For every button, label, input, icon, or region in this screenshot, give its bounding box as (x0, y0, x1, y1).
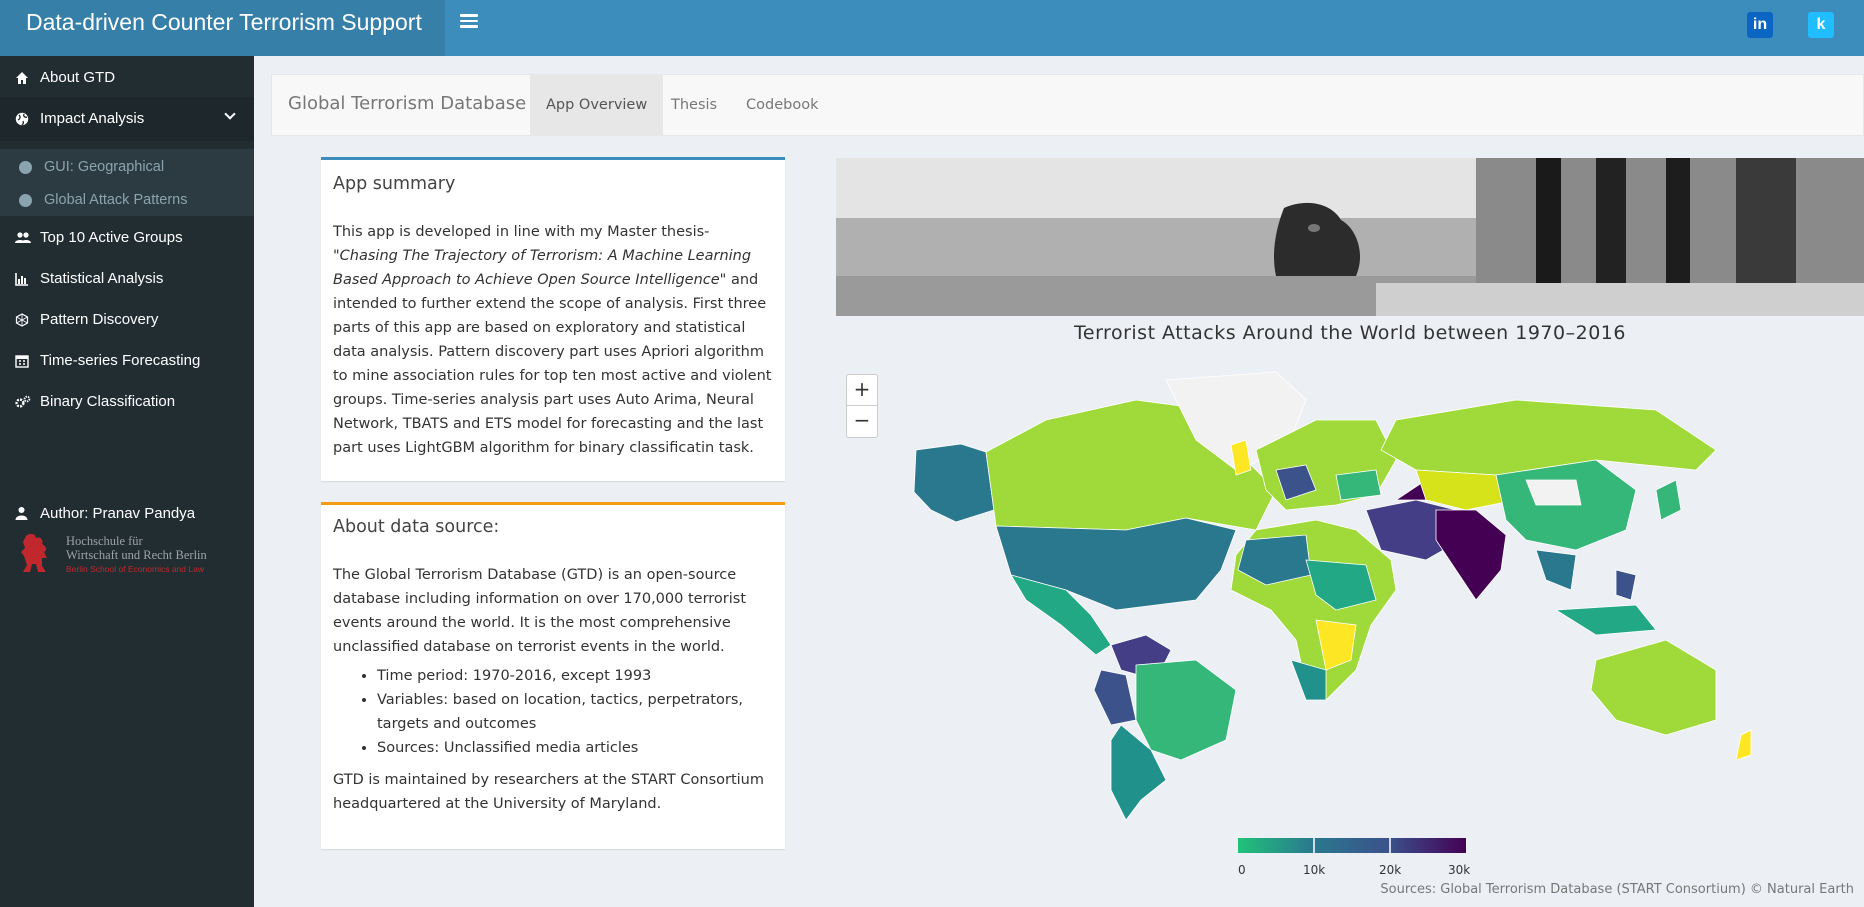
thesis-title: "Chasing The Trajectory of Terrorism: A … (333, 248, 752, 288)
logo-line1: Hochschule für (66, 534, 143, 548)
zoom-out-button[interactable]: − (853, 408, 871, 432)
sidebar-item-label: Binary Classification (40, 393, 176, 410)
author-label: Author: Pranav Pandya (40, 505, 196, 522)
calendar-icon (15, 355, 29, 368)
sidebar-item-time-series[interactable]: Time-series Forecasting (0, 339, 254, 383)
berlin-bear-icon (21, 533, 47, 572)
sidebar-subitem-label: GUI: Geographical (44, 159, 165, 175)
author-credit: Author: Pranav Pandya (0, 494, 254, 534)
list-item: Time period: 1970-2016, except 1993 (377, 664, 773, 688)
globe-icon (19, 194, 32, 207)
linkedin-icon[interactable]: in (1747, 12, 1773, 38)
list-item: Sources: Unclassified media articles (377, 736, 773, 760)
sidebar-subitem-gui-geographical[interactable]: GUI: Geographical (0, 152, 254, 182)
bar-chart-icon (15, 273, 28, 286)
kaggle-icon[interactable]: k (1808, 12, 1834, 38)
sidebar-item-top10-groups[interactable]: Top 10 Active Groups (0, 216, 254, 260)
sidebar-item-label: Impact Analysis (40, 110, 145, 127)
map-zoom-control: + − (846, 374, 878, 438)
sidebar-item-impact-analysis[interactable]: Impact Analysis (0, 97, 254, 141)
legend-tick: 20k (1379, 863, 1402, 877)
navbar-brand[interactable]: Global Terrorism Database (288, 93, 527, 114)
content-navbar: Global Terrorism Database App Overview T… (271, 74, 1864, 136)
sidebar-item-label: Statistical Analysis (40, 270, 164, 287)
data-source-box: About data source: The Global Terrorism … (321, 502, 785, 849)
tab-thesis[interactable]: Thesis (671, 97, 718, 113)
legend-tick: 10k (1303, 863, 1326, 877)
choropleth-map[interactable] (836, 360, 1864, 830)
sidebar-item-label: Time-series Forecasting (40, 352, 201, 369)
legend-colorbar (1238, 838, 1466, 853)
users-icon (15, 232, 31, 243)
box-title: About data source: (333, 517, 500, 537)
sidebar-item-label: About GTD (40, 69, 116, 86)
summary-text-pre: This app is developed in line with my Ma… (333, 224, 710, 240)
home-icon (16, 72, 28, 84)
map-attribution: Sources: Global Terrorism Database (STAR… (1380, 882, 1854, 897)
summary-text-post: and intended to further extend the scope… (333, 272, 772, 456)
sidebar-subitem-label: Global Attack Patterns (44, 192, 188, 208)
map-title: Terrorist Attacks Around the World betwe… (1074, 322, 1626, 344)
hamburger-icon[interactable] (460, 14, 478, 28)
sidebar-item-about-gtd[interactable]: About GTD (0, 56, 254, 100)
connectdevelop-icon (15, 313, 29, 327)
sidebar-item-binary-classification[interactable]: Binary Classification (0, 380, 254, 424)
user-icon (15, 507, 28, 520)
logo-line3: Berlin School of Economics and Law (66, 564, 204, 574)
data-source-list: Time period: 1970-2016, except 1993 Vari… (333, 664, 773, 760)
sidebar-item-pattern-discovery[interactable]: Pattern Discovery (0, 298, 254, 342)
data-source-paragraph: The Global Terrorism Database (GTD) is a… (333, 567, 747, 655)
globe-icon (19, 161, 32, 174)
list-item: Variables: based on location, tactics, p… (377, 688, 773, 736)
data-source-paragraph-2: GTD is maintained by researchers at the … (333, 772, 764, 812)
legend-tick: 30k (1448, 863, 1471, 877)
map-legend: 0 10k 20k 30k (1238, 838, 1470, 877)
banner-photo (836, 158, 1864, 316)
sidebar-item-label: Pattern Discovery (40, 311, 159, 328)
sidebar-subitem-global-attack-patterns[interactable]: Global Attack Patterns (0, 185, 254, 215)
munich-photo-image (836, 158, 1864, 316)
tab-codebook[interactable]: Codebook (746, 97, 819, 113)
tab-app-overview[interactable]: App Overview (530, 75, 664, 135)
app-summary-text: This app is developed in line with my Ma… (333, 220, 773, 460)
zoom-in-button[interactable]: + (847, 375, 877, 406)
impact-analysis-submenu: GUI: Geographical Global Attack Patterns (0, 149, 254, 216)
cogs-icon (15, 395, 31, 408)
data-source-text: The Global Terrorism Database (GTD) is a… (333, 563, 773, 816)
logo-line2: Wirtschaft und Recht Berlin (66, 548, 207, 562)
app-summary-box: App summary This app is developed in lin… (321, 157, 785, 481)
sidebar: About GTD Impact Analysis GUI: Geographi… (0, 56, 254, 907)
legend-tick: 0 (1238, 863, 1246, 877)
world-map-svg (913, 371, 1752, 821)
sidebar-item-label: Top 10 Active Groups (40, 229, 183, 246)
app-title[interactable]: Data-driven Counter Terrorism Support (0, 0, 445, 56)
globe-icon (15, 112, 29, 126)
chevron-down-icon[interactable] (224, 108, 236, 120)
top-header: Data-driven Counter Terrorism Support in… (0, 0, 1864, 56)
box-title: App summary (333, 174, 456, 194)
hwr-berlin-logo: Hochschule für Wirtschaft und Recht Berl… (20, 532, 230, 576)
sidebar-item-statistical-analysis[interactable]: Statistical Analysis (0, 257, 254, 301)
